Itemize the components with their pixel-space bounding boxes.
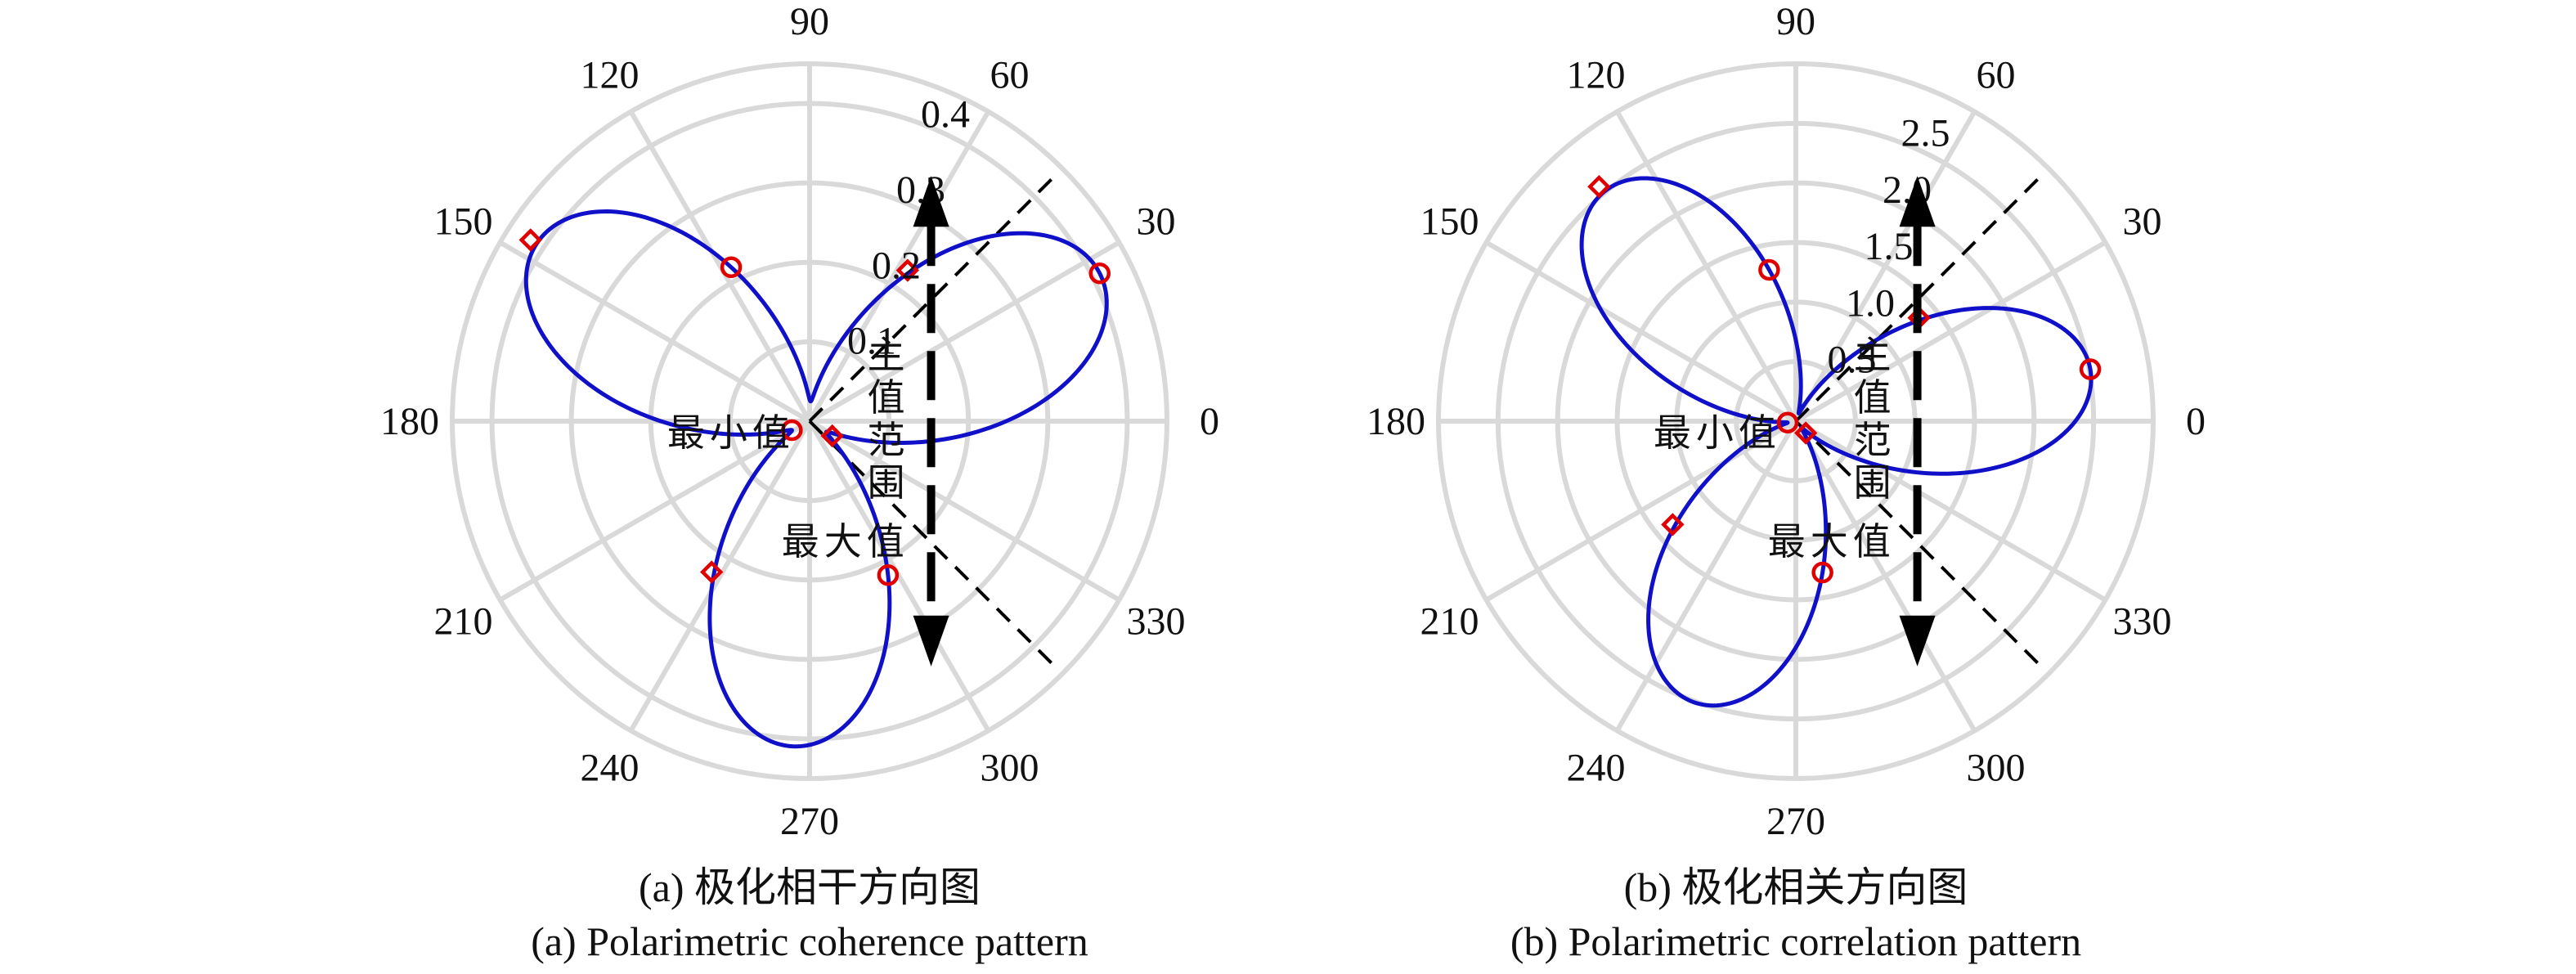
polar-chart-coherence: 03060901201501802102402703003300.10.20.3…	[380, 0, 1219, 964]
grid-spoke	[1485, 240, 1797, 424]
radial-tick-label: 0.5	[1828, 339, 1877, 382]
pattern-curve-group	[1579, 176, 2094, 708]
min-marker	[1793, 421, 1818, 445]
grid-spoke	[628, 420, 812, 732]
radial-tick-label: 0.1	[847, 320, 896, 363]
angle-tick-label: 0	[2186, 400, 2206, 443]
caption-en: (b) Polarimetric correlation pattern	[1510, 918, 2081, 964]
angle-tick-label: 60	[1977, 54, 2016, 97]
annotation-range-char: 围	[868, 460, 905, 505]
polar-grid	[450, 61, 1169, 781]
angle-tick-label: 300	[1967, 746, 2026, 789]
angle-tick-label: 120	[1567, 54, 1626, 97]
grid-spoke	[499, 240, 811, 424]
caption-cn: (a) 极化相干方向图	[639, 864, 981, 910]
tick-labels: 0 30 60 90 120 150 180 210 240 270 300 330 0.5 1.0 1.5…	[1367, 0, 2206, 843]
min-marker	[700, 560, 724, 584]
angle-tick-label: 300	[981, 746, 1039, 789]
angle-tick-label: 90	[1776, 0, 1815, 43]
grid-spoke	[808, 419, 1120, 603]
arrow-head-down	[1899, 615, 1936, 667]
radial-tick-label: 1.5	[1865, 225, 1914, 268]
grid-spoke	[499, 419, 811, 603]
radial-tick-label: 2.5	[1901, 112, 1950, 155]
angle-tick-label: 240	[581, 746, 640, 789]
grid-spoke	[1614, 110, 1798, 423]
caption-en: (a) Polarimetric coherence pattern	[531, 918, 1088, 964]
angle-tick-label: 330	[2112, 600, 2171, 644]
caption-cn: (b) 极化相关方向图	[1624, 864, 1968, 910]
annotation-max: 最大值	[1768, 519, 1896, 563]
extremum-markers	[518, 228, 1111, 586]
max-marker	[720, 256, 743, 279]
max-marker	[1088, 262, 1111, 285]
angle-tick-label: 60	[990, 54, 1030, 97]
angle-tick-label: 150	[1420, 200, 1479, 244]
arrow-head-up	[1899, 176, 1936, 227]
angle-tick-label: 30	[2122, 200, 2161, 244]
polar-grid	[1436, 61, 2156, 781]
radial-tick-label: 0.2	[872, 244, 921, 287]
radial-tick-label: 0.4	[921, 93, 970, 137]
min-marker	[820, 424, 844, 448]
annotation-min: 最小值	[667, 411, 795, 455]
grid-spoke	[1793, 420, 1977, 732]
grid-spoke	[1794, 240, 2107, 424]
angle-tick-label: 90	[790, 0, 829, 43]
min-marker	[1587, 175, 1611, 199]
grid-spoke	[807, 420, 991, 732]
annotation-range-char: 值	[868, 375, 905, 420]
pattern-curve-group	[523, 209, 1109, 749]
annotation-range-char: 主	[868, 333, 905, 377]
grid-spoke	[807, 110, 991, 423]
tick-labels: 03060901201501802102402703003300.10.20.3…	[380, 0, 1219, 843]
max-marker	[1758, 258, 1780, 281]
angle-tick-label: 270	[1766, 800, 1825, 843]
radial-tick-label: 1.0	[1846, 281, 1895, 325]
pattern-curve	[1579, 176, 2094, 708]
annotation-min: 最小值	[1654, 411, 1781, 455]
pattern-curve	[523, 209, 1109, 749]
min-marker	[1661, 513, 1685, 536]
arrow-head-up	[913, 176, 949, 227]
angle-tick-label: 240	[1567, 746, 1626, 789]
angle-tick-label: 180	[1367, 400, 1425, 443]
grid-spoke	[1794, 419, 2107, 603]
max-marker	[781, 419, 803, 442]
annotation-range-char: 主	[1854, 333, 1892, 377]
annotation-range-char: 围	[1854, 460, 1892, 505]
angle-tick-label: 210	[1420, 600, 1479, 644]
grid-spoke	[1485, 419, 1797, 603]
angle-tick-label: 210	[434, 600, 493, 644]
grid-spoke	[628, 110, 812, 423]
min-marker	[518, 228, 542, 252]
angle-tick-label: 270	[780, 800, 839, 843]
angle-tick-label: 120	[581, 54, 640, 97]
angle-tick-label: 30	[1136, 200, 1175, 244]
polar-chart-correlation: 0 30 60 90 120 150 180 210 240 270 300 330 0.5 1.0 1.5…	[1367, 0, 2206, 964]
grid-spoke	[808, 240, 1120, 424]
extremum-markers	[1587, 175, 2102, 584]
angle-tick-label: 330	[1126, 600, 1185, 644]
angle-tick-label: 150	[434, 200, 493, 244]
annotation-max: 最大值	[782, 519, 909, 563]
angle-tick-label: 180	[380, 400, 439, 443]
grid-spoke	[1614, 420, 1798, 732]
angle-tick-label: 0	[1200, 400, 1219, 443]
max-marker	[877, 563, 900, 586]
grid-spoke	[1793, 110, 1977, 423]
min-marker	[895, 258, 919, 282]
annotation-range-char: 值	[1854, 375, 1892, 420]
annotation-range-char: 范	[868, 418, 905, 462]
arrow-head-down	[913, 615, 949, 667]
max-marker	[1776, 411, 1799, 434]
max-marker	[2079, 358, 2102, 380]
annotation-range-char: 范	[1854, 418, 1892, 462]
max-marker	[1811, 561, 1833, 584]
